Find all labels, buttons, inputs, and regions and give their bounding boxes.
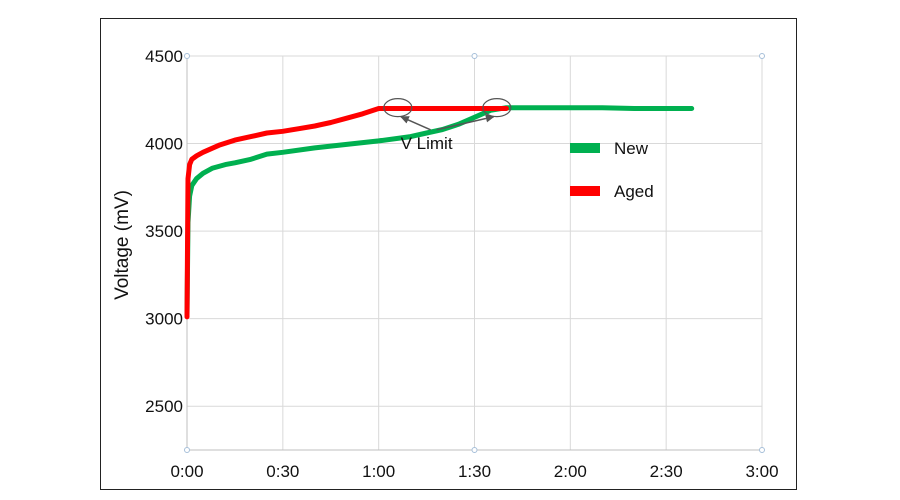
plot-handle: [759, 53, 765, 59]
y-tick-label: 3000: [145, 310, 183, 329]
annotation-arrow: [436, 114, 495, 131]
plot-handle: [471, 53, 478, 59]
legend-label-new: New: [614, 139, 649, 158]
y-tick-label: 2500: [145, 397, 183, 416]
legend-swatch-aged: [570, 186, 600, 196]
x-tick-label: 1:30: [458, 462, 491, 481]
limit-marker: [383, 98, 413, 118]
axes: 0:00 0:30 1:00 1:30 2:00 2:30 3:00 2500 3000 3500…: [145, 47, 778, 481]
plot-handle: [184, 53, 190, 59]
annotation-arrow: [399, 115, 431, 131]
x-tick-label: 2:30: [650, 462, 683, 481]
legend-swatch-new: [570, 143, 600, 153]
series-line-new: [184, 105, 695, 318]
x-tick-label: 0:30: [266, 462, 299, 481]
annotations: V Limit: [383, 98, 512, 153]
grid: [187, 55, 763, 450]
legend-label-aged: Aged: [614, 182, 654, 201]
y-tick-label: 4000: [145, 135, 183, 154]
legend: New Aged: [570, 139, 654, 201]
plot-handle: [471, 447, 478, 453]
x-tick-label: 2:00: [554, 462, 587, 481]
series-line-aged: [184, 106, 509, 320]
chart-frame: [100, 18, 797, 490]
y-tick-label: 3500: [145, 222, 183, 241]
plot-handle: [184, 447, 190, 453]
series: [184, 105, 695, 320]
annotation-label: V Limit: [401, 134, 453, 153]
y-tick-label: 4500: [145, 47, 183, 66]
limit-marker: [482, 98, 512, 118]
x-tick-label: 1:00: [362, 462, 395, 481]
x-tick-label: 3:00: [745, 462, 778, 481]
y-axis-label: Voltage (mV): [112, 190, 133, 300]
x-tick-label: 0:00: [170, 462, 203, 481]
plot-handle: [759, 447, 765, 453]
